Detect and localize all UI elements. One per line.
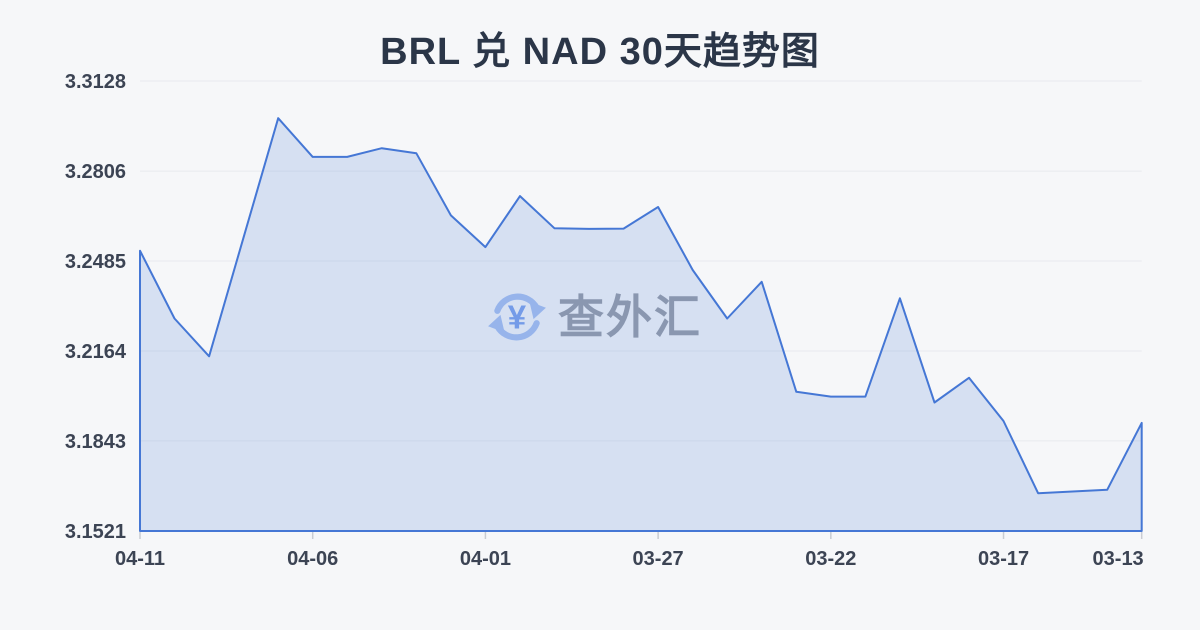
y-axis-label: 3.2485 bbox=[65, 251, 126, 273]
area-series bbox=[139, 117, 1143, 532]
y-axis-label: 3.1521 bbox=[65, 521, 126, 543]
x-axis-label: 04-11 bbox=[115, 548, 165, 570]
chart-title: BRL 兑 NAD 30天趋势图 bbox=[380, 31, 820, 73]
y-axis-label: 3.2164 bbox=[65, 341, 127, 363]
yen-symbol: ¥ bbox=[508, 299, 527, 336]
y-axis-label: 3.2806 bbox=[65, 161, 126, 183]
x-axis-label: 04-01 bbox=[460, 548, 511, 570]
y-axis-label: 3.3128 bbox=[65, 71, 126, 93]
x-axis-label: 03-27 bbox=[633, 548, 684, 570]
x-axis-label: 03-13 bbox=[1093, 548, 1144, 570]
x-axis-label: 04-06 bbox=[287, 548, 338, 570]
x-axis-label: 03-22 bbox=[805, 548, 856, 570]
y-axis-label: 3.1843 bbox=[65, 431, 126, 453]
x-axis-label: 03-17 bbox=[978, 548, 1029, 570]
watermark-text: 查外汇 bbox=[558, 294, 702, 340]
currency-exchange-icon: ¥ bbox=[488, 293, 546, 341]
watermark: ¥ 查外汇 bbox=[486, 286, 702, 348]
